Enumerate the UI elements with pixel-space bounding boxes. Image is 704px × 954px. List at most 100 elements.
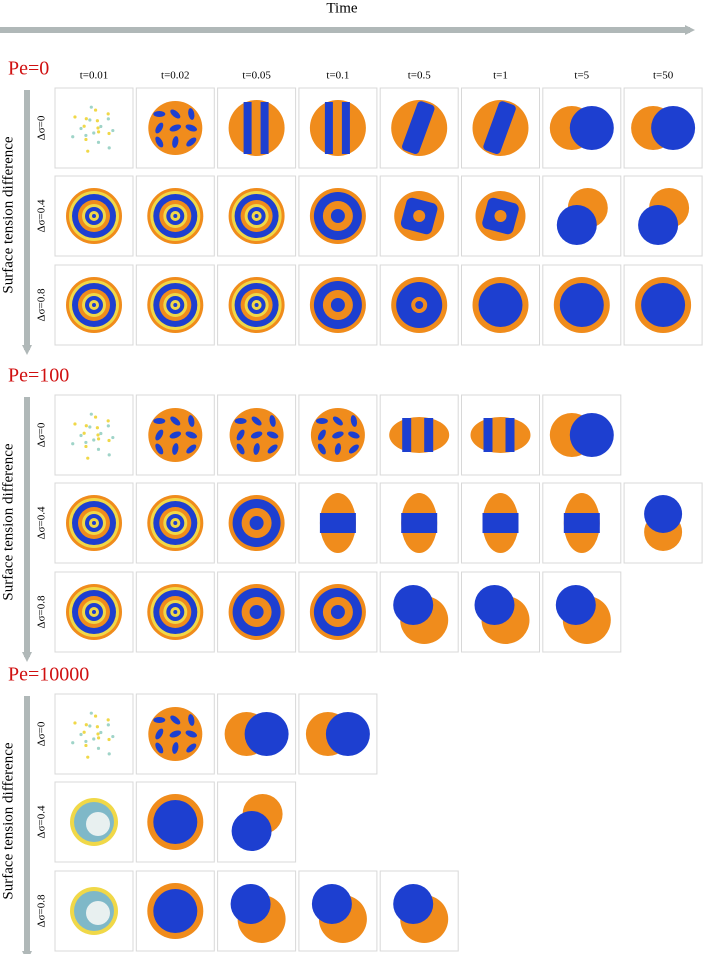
blob <box>106 718 110 722</box>
blob <box>92 737 96 741</box>
simulation-panel <box>135 175 215 257</box>
blob <box>169 431 182 439</box>
blob <box>249 516 264 530</box>
blob <box>482 513 519 533</box>
blob <box>186 743 197 753</box>
blob <box>169 730 182 738</box>
blob <box>84 137 88 142</box>
blob <box>330 605 345 619</box>
simulation-panel <box>298 693 378 775</box>
blob <box>155 742 164 754</box>
blob <box>92 131 96 135</box>
blob <box>71 135 75 139</box>
blob <box>332 416 343 426</box>
time-column-label: t=0.02 <box>161 70 190 82</box>
blob <box>244 712 289 756</box>
simulation-panel <box>298 870 378 952</box>
blob <box>107 453 111 457</box>
simulation-panel <box>461 571 540 653</box>
simulation-panel <box>461 482 540 564</box>
blob <box>478 283 523 327</box>
blob <box>325 712 370 756</box>
blob <box>93 108 98 112</box>
blob <box>401 513 438 533</box>
panel-frame <box>54 693 134 775</box>
blob <box>253 443 260 455</box>
blob <box>153 717 166 723</box>
blob <box>106 723 110 727</box>
blob <box>309 100 366 156</box>
blob <box>84 424 88 428</box>
blob <box>185 124 198 132</box>
simulation-panel <box>379 482 459 564</box>
simulation-panel <box>135 482 215 564</box>
blob <box>494 210 507 222</box>
blob <box>88 425 92 429</box>
blob <box>92 438 96 442</box>
tension-label: Surface tension difference <box>0 136 16 293</box>
blob <box>153 889 198 933</box>
blob <box>170 715 181 725</box>
simulation-panel <box>379 87 459 169</box>
blob <box>92 303 96 307</box>
time-column-label: t=1 <box>493 70 508 82</box>
blob <box>84 133 88 138</box>
blob <box>106 424 110 428</box>
blob <box>96 433 100 437</box>
blob <box>186 137 197 147</box>
blob <box>170 416 181 426</box>
blob <box>86 812 110 836</box>
blob <box>234 418 247 424</box>
blob <box>483 101 516 155</box>
simulation-panel <box>217 571 297 653</box>
blob <box>89 412 93 416</box>
panel-frame <box>54 394 134 476</box>
blob <box>89 105 93 109</box>
blob <box>266 431 279 439</box>
blob <box>155 728 164 740</box>
blob <box>96 732 100 736</box>
blob <box>330 298 345 312</box>
blob <box>173 214 178 218</box>
blob <box>111 734 115 739</box>
blob <box>230 884 271 924</box>
row-label: Δσ=0 <box>36 721 48 746</box>
simulation-panel <box>135 781 215 863</box>
blob <box>99 431 103 436</box>
blob <box>71 741 75 745</box>
blob <box>96 736 101 740</box>
simulation-panel <box>298 175 378 257</box>
blob <box>250 431 263 439</box>
blob <box>324 102 333 154</box>
blob <box>79 433 83 438</box>
blob <box>470 417 531 453</box>
simulation-panel <box>623 175 703 257</box>
blob <box>84 117 88 121</box>
blob <box>188 714 195 726</box>
simulation-panel <box>217 482 297 564</box>
blob <box>99 730 103 735</box>
blob <box>315 418 328 424</box>
tension-label: Surface tension difference <box>0 742 16 899</box>
blob <box>267 444 278 454</box>
blob <box>86 755 90 759</box>
blob <box>505 418 515 452</box>
simulation-panel <box>461 87 540 169</box>
simulation-panel <box>623 87 703 169</box>
blob <box>106 117 110 121</box>
blob <box>332 431 344 439</box>
blob <box>172 742 179 754</box>
simulation-panel <box>542 394 622 476</box>
simulation-panel <box>135 571 215 653</box>
blob <box>92 214 96 218</box>
blob <box>555 585 596 625</box>
blob <box>96 126 100 130</box>
simulation-panel <box>542 482 622 564</box>
time-column-label: t=0.01 <box>80 70 109 82</box>
blob <box>172 443 179 455</box>
blob <box>111 435 115 440</box>
row-label: Δσ=0 <box>36 115 48 140</box>
blob <box>350 415 358 427</box>
blob <box>96 437 101 441</box>
simulation-panel <box>298 264 378 346</box>
